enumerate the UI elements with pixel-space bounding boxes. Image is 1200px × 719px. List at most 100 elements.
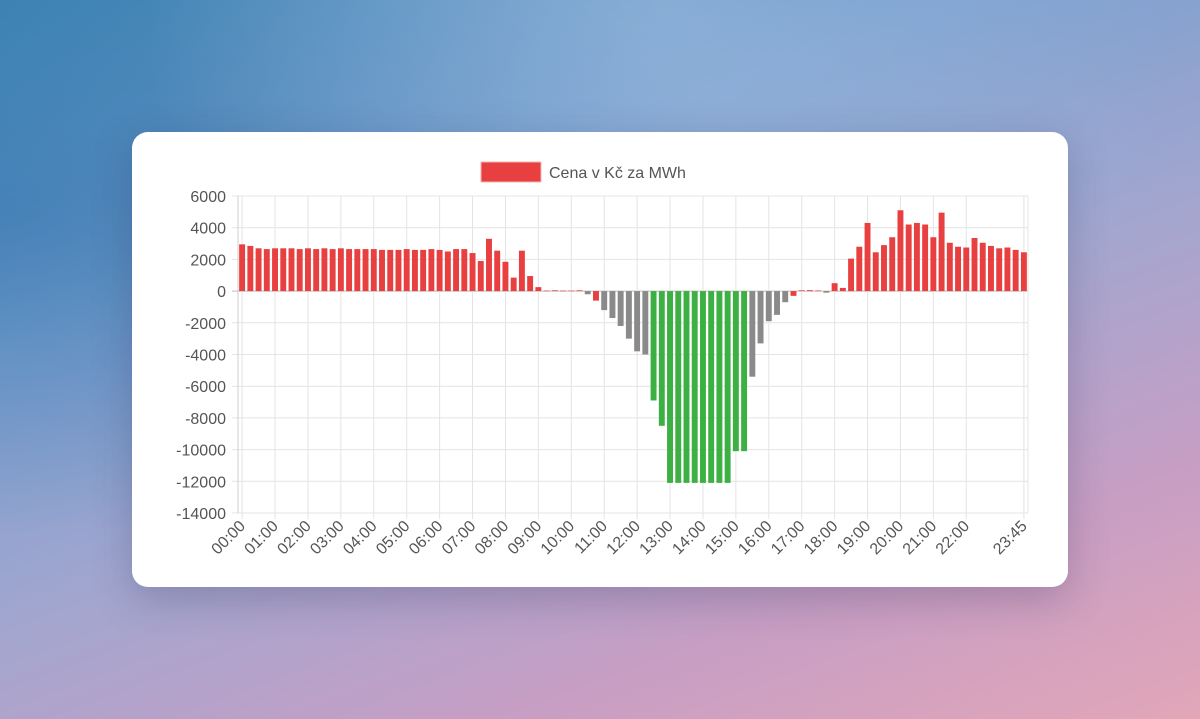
bar-1815[interactable] xyxy=(839,287,846,292)
bar-1345[interactable] xyxy=(691,291,698,483)
bar-0815[interactable] xyxy=(510,277,517,292)
bar-0400[interactable] xyxy=(370,249,377,292)
bar-2230[interactable] xyxy=(979,242,986,292)
legend-swatch[interactable] xyxy=(480,161,542,183)
bar-1830[interactable] xyxy=(848,258,855,292)
bar-0545[interactable] xyxy=(428,249,435,292)
bar-0930[interactable] xyxy=(551,290,558,292)
legend-label[interactable]: Cena v Kč za MWh xyxy=(549,165,686,182)
bar-1030[interactable] xyxy=(584,291,591,295)
bar-1845[interactable] xyxy=(856,246,863,292)
bar-2130[interactable] xyxy=(946,242,953,292)
bar-0530[interactable] xyxy=(420,249,427,292)
bar-0445[interactable] xyxy=(395,249,402,292)
bar-0245[interactable] xyxy=(329,249,336,292)
bar-2030[interactable] xyxy=(913,222,920,292)
bar-0215[interactable] xyxy=(313,249,320,292)
bar-1515[interactable] xyxy=(741,291,748,452)
bar-0600[interactable] xyxy=(436,249,443,292)
bar-2315[interactable] xyxy=(1004,247,1011,292)
bar-0030[interactable] xyxy=(255,248,262,292)
bar-1930[interactable] xyxy=(881,245,887,292)
bar-1315[interactable] xyxy=(675,291,682,483)
bar-1800[interactable] xyxy=(831,283,838,292)
bar-1115[interactable] xyxy=(609,291,616,319)
bar-1615[interactable] xyxy=(774,291,780,315)
bar-1530[interactable] xyxy=(749,291,756,377)
bar-2000[interactable] xyxy=(897,210,904,292)
bar-0315[interactable] xyxy=(346,249,353,292)
bar-0115[interactable] xyxy=(280,248,287,292)
bar-0645[interactable] xyxy=(461,249,468,292)
bar-0145[interactable] xyxy=(296,249,303,292)
bar-1445[interactable] xyxy=(724,291,731,483)
bar-1430[interactable] xyxy=(716,291,723,483)
bar-0100[interactable] xyxy=(272,248,278,292)
bar-1215[interactable] xyxy=(642,291,649,355)
bar-2215[interactable] xyxy=(971,238,978,292)
bar-1145[interactable] xyxy=(625,291,632,339)
bar-0945[interactable] xyxy=(560,290,567,292)
bar-0730[interactable] xyxy=(486,238,492,292)
bar-2245[interactable] xyxy=(988,245,994,292)
bar-1500[interactable] xyxy=(732,291,739,452)
bar-0415[interactable] xyxy=(379,249,385,292)
bar-1730[interactable] xyxy=(815,290,822,292)
bar-2100[interactable] xyxy=(930,237,937,292)
bar-0045[interactable] xyxy=(263,249,270,292)
bar-0300[interactable] xyxy=(337,248,344,292)
bar-0715[interactable] xyxy=(477,260,484,292)
bar-0830[interactable] xyxy=(518,250,525,292)
bar-1900[interactable] xyxy=(864,222,871,292)
bar-1200[interactable] xyxy=(634,291,641,352)
bar-0430[interactable] xyxy=(387,249,394,292)
bar-0200[interactable] xyxy=(304,248,311,292)
bar-1600[interactable] xyxy=(765,291,772,322)
bar-1330[interactable] xyxy=(683,291,690,483)
bar-0515[interactable] xyxy=(411,249,418,292)
bar-1915[interactable] xyxy=(872,252,879,292)
bar-1715[interactable] xyxy=(806,290,813,292)
bar-1230[interactable] xyxy=(650,291,657,401)
bar-0700[interactable] xyxy=(469,253,476,292)
bar-1130[interactable] xyxy=(617,291,624,326)
bar-1545[interactable] xyxy=(757,291,764,344)
y-tick-label: -10000 xyxy=(176,443,226,460)
bar-0000[interactable] xyxy=(239,244,246,292)
bar-1700[interactable] xyxy=(798,290,805,292)
bar-2145[interactable] xyxy=(955,246,962,292)
price-bar-chart: Cena v Kč za MWh 6000 4000 2000 0 -2000 -4000… xyxy=(176,161,1031,558)
bar-0800[interactable] xyxy=(502,261,509,292)
bar-1100[interactable] xyxy=(601,291,608,311)
bar-1245[interactable] xyxy=(658,291,665,426)
bar-1300[interactable] xyxy=(667,291,673,483)
bar-1645[interactable] xyxy=(790,291,797,296)
bar-1630[interactable] xyxy=(782,291,789,303)
bar-1015[interactable] xyxy=(576,290,583,292)
bar-1745[interactable] xyxy=(823,291,830,293)
bar-2330[interactable] xyxy=(1012,249,1019,292)
bar-2045[interactable] xyxy=(922,224,929,292)
bar-1945[interactable] xyxy=(889,237,896,292)
bar-0500[interactable] xyxy=(403,249,410,292)
bar-0845[interactable] xyxy=(527,276,534,292)
bar-0345[interactable] xyxy=(362,249,369,292)
bar-2300[interactable] xyxy=(996,248,1003,292)
bar-0630[interactable] xyxy=(453,249,460,292)
bar-0130[interactable] xyxy=(288,248,295,292)
bar-1000[interactable] xyxy=(568,290,575,292)
bar-0015[interactable] xyxy=(247,245,254,292)
bar-0330[interactable] xyxy=(354,249,361,292)
bar-0745[interactable] xyxy=(494,250,501,292)
bar-2115[interactable] xyxy=(938,212,945,292)
bar-1400[interactable] xyxy=(699,291,706,483)
bar-0615[interactable] xyxy=(444,251,451,292)
bar-1045[interactable] xyxy=(593,291,599,301)
bar-1415[interactable] xyxy=(708,291,715,483)
bar-0915[interactable] xyxy=(543,290,550,292)
bar-2015[interactable] xyxy=(905,224,912,292)
bar-0900[interactable] xyxy=(535,287,542,292)
bar-0230[interactable] xyxy=(321,248,328,292)
bar-2345[interactable] xyxy=(1020,252,1027,292)
bar-2200[interactable] xyxy=(963,247,970,292)
